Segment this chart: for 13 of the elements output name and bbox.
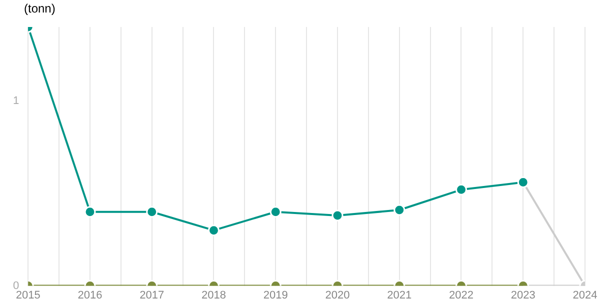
x-tick-label: 2022 — [449, 289, 474, 302]
x-tick-label: 2017 — [140, 289, 164, 302]
x-tick-label: 2024 — [572, 289, 598, 302]
y-tick-label: 0 — [12, 280, 20, 292]
x-tick-label: 2021 — [387, 289, 412, 302]
x-tick-label: 2020 — [325, 289, 350, 302]
y-axis-title: (tonn) — [24, 1, 56, 16]
x-tick-label: 2019 — [263, 289, 288, 302]
x-tick-label: 2015 — [16, 289, 40, 302]
y-tick-label: 1 — [12, 94, 20, 107]
x-tick-label: 2016 — [78, 289, 102, 302]
x-tick-label: 2018 — [202, 289, 226, 302]
x-tick-label: 2023 — [510, 289, 536, 302]
